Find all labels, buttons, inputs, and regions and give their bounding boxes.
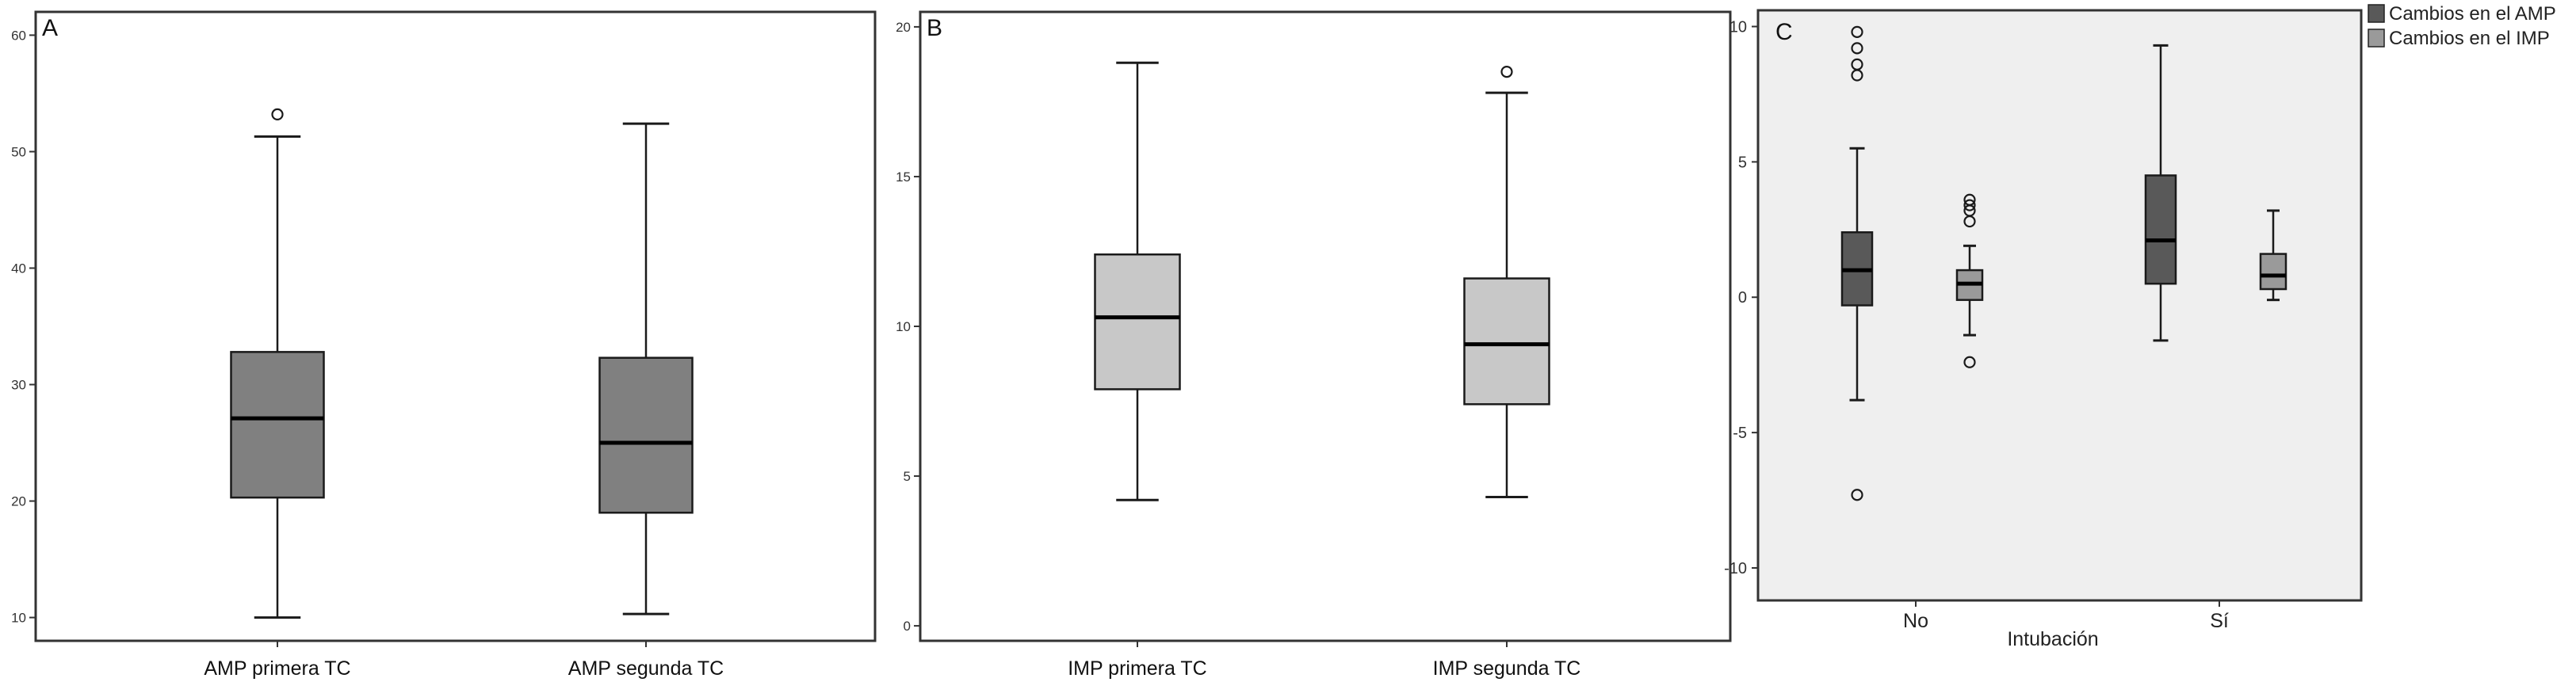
panel-c-ytick-label-1: -5 xyxy=(1733,425,1747,442)
panel-b-box-1 xyxy=(1463,277,1550,406)
panel-b-ytick-label-3: 15 xyxy=(896,170,911,185)
panel-c-ytick-label-0: -10 xyxy=(1724,560,1747,577)
panel-c-xtick-label-1: Sí xyxy=(2210,610,2229,632)
panel-b-frame xyxy=(919,10,1732,642)
panel-c-s0-outlier-0-1 xyxy=(1851,58,1863,70)
panel-a-ytick-label-2: 30 xyxy=(11,378,26,393)
panel-b-ytick-label-2: 10 xyxy=(896,319,911,334)
panel-c-s0-outlier-0-4 xyxy=(1851,489,1863,501)
panel-c-s0-box-1 xyxy=(2144,174,2177,285)
panel-b-chart: B 0 5 10 15 20 IMP primera TC IMP segunda TC xyxy=(896,10,1732,680)
panel-c-label: C xyxy=(1775,19,1793,45)
panel-b-outlier-1-0 xyxy=(1500,66,1513,78)
panel-c-s1-outlier-0-2 xyxy=(1963,199,1976,211)
panel-b-xtick-label-0: IMP primera TC xyxy=(1068,657,1207,680)
panel-c-ytick-label-4: 10 xyxy=(1729,19,1747,36)
panel-a-ytick-label-0: 10 xyxy=(11,611,26,626)
panel-b-ytick-label-0: 0 xyxy=(904,619,911,634)
panel-a-xtick-label-0: AMP primera TC xyxy=(204,657,350,680)
panel-a-frame xyxy=(34,10,877,642)
legend-swatch-0 xyxy=(2368,4,2385,23)
panel-a-xtick-label-1: AMP segunda TC xyxy=(568,657,724,680)
legend-label-0: Cambios en el AMP xyxy=(2389,3,2556,25)
panel-a-box-1 xyxy=(598,356,694,514)
panel-c-s0-outlier-0-2 xyxy=(1851,42,1863,55)
panel-c-s1-outlier-0-4 xyxy=(1963,356,1976,368)
legend-swatch-1 xyxy=(2368,29,2385,48)
panel-a-ytick-label-3: 40 xyxy=(11,261,26,276)
panel-a-label: A xyxy=(42,15,58,41)
panel-a-ytick-label-4: 50 xyxy=(11,144,26,159)
panel-b-label: B xyxy=(927,15,942,41)
panel-c-s1-outlier-0-3 xyxy=(1963,193,1976,206)
panel-c-x-axis-title: Intubación xyxy=(2007,628,2098,650)
panel-c-ytick-label-2: 0 xyxy=(1738,289,1747,307)
panel-a-outlier-0-0 xyxy=(271,108,284,120)
panel-c-legend: Cambios en el AMP Cambios en el IMP xyxy=(2368,3,2556,49)
panel-c-s1-box-1 xyxy=(2259,253,2287,291)
panel-a-ytick-label-5: 60 xyxy=(11,28,26,43)
panel-c-ytick-label-3: 5 xyxy=(1738,154,1747,171)
panel-b-xtick-label-1: IMP segunda TC xyxy=(1433,657,1581,680)
panel-a-box-0 xyxy=(230,351,325,499)
panel-b-ytick-label-4: 20 xyxy=(896,20,911,35)
panel-c-xtick-label-0: No xyxy=(1903,610,1928,632)
panel-a-ytick-label-1: 20 xyxy=(11,494,26,509)
panel-b-box-0 xyxy=(1094,253,1181,391)
panel-b-ytick-label-1: 5 xyxy=(904,469,911,484)
legend-label-1: Cambios en el IMP xyxy=(2389,28,2550,49)
panel-c-chart: C -10 -5 0 5 10 No Sí Intubación Cambios en e… xyxy=(1724,3,2556,650)
panel-a-chart: A 10 20 30 40 50 60 AMP primera TC AMP segunda… xyxy=(11,10,877,680)
panel-c-s0-outlier-0-3 xyxy=(1851,25,1863,38)
